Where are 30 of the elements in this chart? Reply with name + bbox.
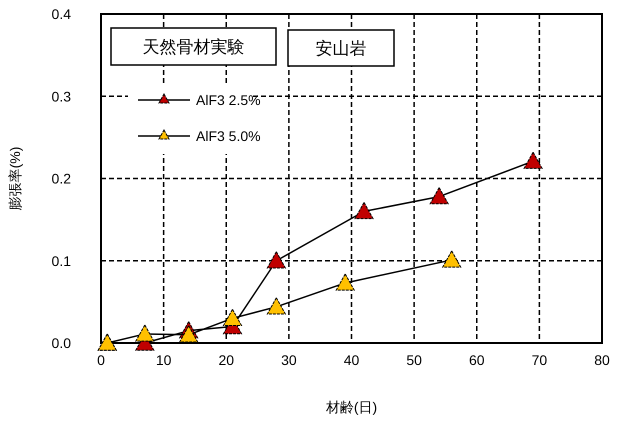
x-axis-title: 材齢(日) [324, 399, 378, 415]
point [223, 308, 242, 326]
x-tick-label: 50 [406, 352, 422, 368]
point [266, 297, 286, 315]
y-axis-title: 膨張率(%) [7, 146, 23, 210]
point [354, 202, 374, 220]
y-tick-label: 0.3 [52, 88, 72, 104]
legend-label: AlF3 5.0% [196, 128, 261, 144]
point [336, 273, 355, 291]
legend-label: AlF3 2.5% [196, 92, 261, 108]
annotation: 安山岩 [316, 39, 366, 58]
x-tick-label: 20 [218, 352, 234, 368]
point [179, 325, 198, 342]
point [266, 251, 286, 268]
y-tick-label: 0.4 [52, 6, 72, 22]
annotation: 天然骨材実験 [142, 38, 244, 56]
point [135, 324, 154, 342]
x-tick-label: 80 [594, 352, 610, 368]
x-tick-label: 70 [532, 352, 548, 368]
point [442, 250, 462, 268]
y-tick-label: 0.1 [52, 252, 72, 269]
point [524, 152, 543, 169]
x-tick-label: 30 [281, 352, 297, 368]
y-tick-label: 0.0 [52, 335, 72, 351]
x-tick-label: 10 [156, 352, 172, 368]
x-tick-label: 0 [97, 352, 106, 368]
point [430, 187, 449, 204]
x-tick-label: 60 [468, 352, 485, 368]
x-tick-label: 40 [344, 352, 360, 368]
y-tick-label: 0.2 [52, 170, 72, 186]
